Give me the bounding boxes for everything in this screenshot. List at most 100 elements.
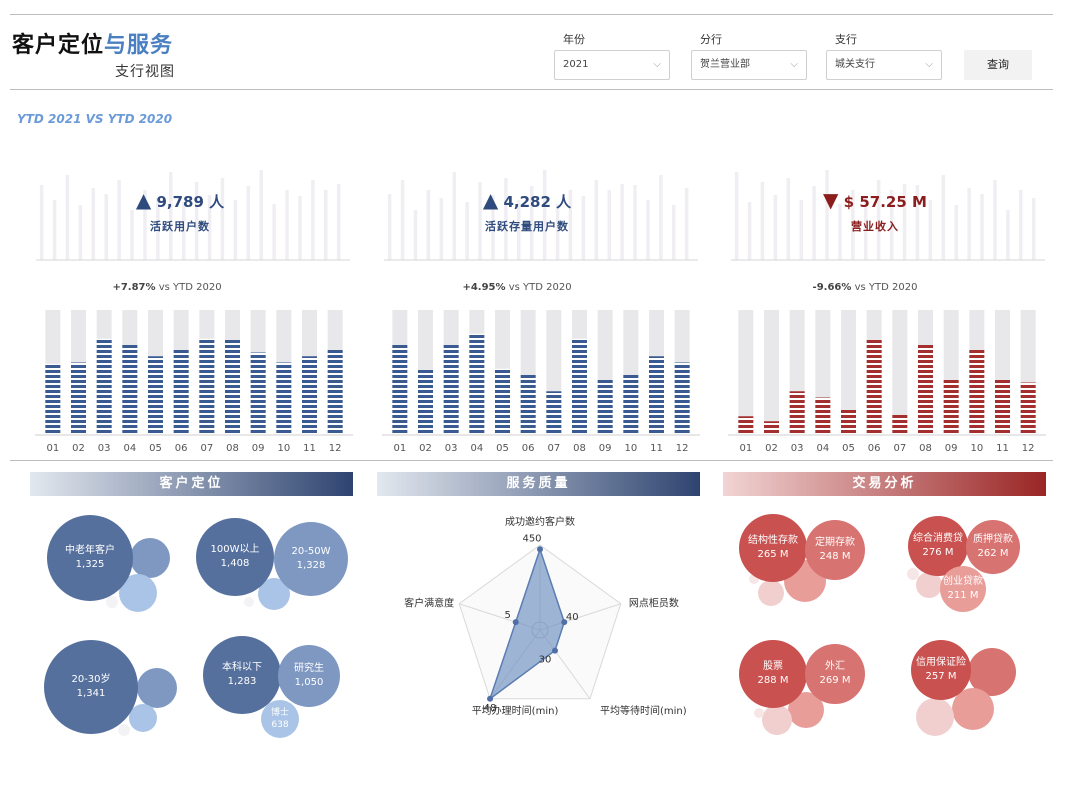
bar[interactable] <box>892 415 908 435</box>
bar[interactable] <box>866 340 882 435</box>
spark-bar <box>799 200 803 260</box>
bar[interactable] <box>738 416 754 435</box>
bubble-phd[interactable]: 博士 638 <box>261 700 299 738</box>
spark-bar <box>786 178 791 260</box>
month-tick-label: 12 <box>329 443 342 454</box>
bar[interactable] <box>815 397 831 436</box>
bar[interactable] <box>327 350 343 435</box>
branch-select[interactable]: 贺兰营业部 ⌵ <box>691 50 807 80</box>
bubble-20-50w[interactable]: 20-50W 1,328 <box>274 522 348 596</box>
spark-bar <box>607 190 611 260</box>
bar[interactable] <box>841 410 856 435</box>
bar[interactable] <box>546 391 562 435</box>
bar[interactable] <box>392 345 408 435</box>
bar[interactable] <box>469 333 485 435</box>
bar[interactable] <box>572 338 587 435</box>
spark-bar <box>915 185 920 260</box>
spark-bar <box>941 175 946 260</box>
spark-bar <box>426 190 431 260</box>
subbranch-select-value: 城关支行 <box>835 59 875 70</box>
bubble-value: 1,341 <box>76 688 106 699</box>
bar[interactable] <box>674 362 690 436</box>
bar[interactable] <box>969 350 985 435</box>
spark-bar <box>104 194 108 260</box>
bubble-label: 中老年客户 <box>65 545 115 556</box>
bar[interactable] <box>71 362 86 436</box>
bubble-label: 定期存款 <box>815 537 855 548</box>
bubble-structured-deposit[interactable]: 结构性存款 265 M <box>739 514 807 582</box>
bar[interactable] <box>122 345 138 435</box>
spark-bar <box>529 186 534 260</box>
section-service-quality: 服务质量 <box>377 472 700 496</box>
bar[interactable] <box>148 356 163 435</box>
ytd-title: YTD 2021 VS YTD 2020 <box>17 112 173 126</box>
spark-bar <box>864 196 868 260</box>
spark-bar <box>311 180 315 260</box>
bar[interactable] <box>276 362 292 436</box>
bubble-credit-insurance[interactable]: 信用保证险 257 M <box>911 640 971 700</box>
bar[interactable] <box>597 380 613 435</box>
bar[interactable] <box>302 356 317 435</box>
bubble-20-30[interactable]: 20-30岁 1,341 <box>44 640 138 734</box>
spark-bar <box>65 175 70 260</box>
branch-filter-label: 分行 <box>700 33 722 46</box>
spark-bar <box>928 200 933 260</box>
bubble-100w-plus[interactable]: 100W以上 1,408 <box>196 518 274 596</box>
spark-bar <box>117 180 121 260</box>
bar[interactable] <box>623 375 639 435</box>
radar-point[interactable] <box>551 647 558 654</box>
bar[interactable] <box>225 340 240 435</box>
bubble-middle-aged[interactable]: 中老年客户 1,325 <box>47 515 133 601</box>
spark-bar <box>387 194 392 260</box>
bar[interactable] <box>789 391 805 435</box>
triangle-up-icon: ▲ <box>135 188 152 212</box>
bar[interactable] <box>443 345 459 435</box>
month-tick-label: 06 <box>522 443 535 454</box>
radar-point[interactable] <box>561 619 568 626</box>
bubble-startup-loan[interactable]: 创业贷款 211 M <box>940 566 986 612</box>
spark-bar <box>156 198 160 260</box>
bubble-graduate[interactable]: 研究生 1,050 <box>278 645 340 707</box>
bar[interactable] <box>199 338 215 435</box>
month-tick-label: 07 <box>893 443 906 454</box>
bubble-below-bachelor[interactable]: 本科以下 1,283 <box>203 636 281 714</box>
bar[interactable] <box>520 375 536 435</box>
bar[interactable] <box>418 370 433 435</box>
radar-point[interactable] <box>512 619 519 626</box>
radar-point[interactable] <box>487 695 494 702</box>
spark-bar <box>825 170 829 260</box>
bubble-forex[interactable]: 外汇 269 M <box>805 644 865 704</box>
month-tick-label: 01 <box>739 443 752 454</box>
bubble-label: 质押贷款 <box>973 534 1013 545</box>
bubble-decor <box>916 572 942 598</box>
radar-axis-label: 平均等待时间(min) <box>600 704 687 717</box>
year-select[interactable]: 2021 ⌵ <box>554 50 670 80</box>
bar[interactable] <box>96 338 112 435</box>
bar[interactable] <box>943 380 959 435</box>
bar[interactable] <box>995 380 1010 435</box>
bubble-pledge-loan[interactable]: 质押贷款 262 M <box>966 520 1020 574</box>
bubble-stock[interactable]: 股票 288 M <box>739 640 807 708</box>
query-button[interactable]: 查询 <box>964 50 1032 80</box>
bubble-label: 信用保证险 <box>916 657 966 668</box>
month-tick-label: 07 <box>547 443 560 454</box>
bubble-decor <box>762 705 792 735</box>
bar[interactable] <box>173 350 189 435</box>
spark-bar <box>233 200 238 260</box>
spark-bar <box>581 196 586 260</box>
month-tick-label: 07 <box>200 443 213 454</box>
bar[interactable] <box>250 352 266 436</box>
bar[interactable] <box>649 356 664 435</box>
bar[interactable] <box>45 363 61 435</box>
radar-series[interactable] <box>488 546 566 701</box>
spark-bar <box>246 186 251 260</box>
bar[interactable] <box>764 421 779 435</box>
bubble-fixed-deposit[interactable]: 定期存款 248 M <box>805 520 865 580</box>
bar[interactable] <box>495 368 510 435</box>
bar[interactable] <box>1020 382 1036 436</box>
subbranch-select[interactable]: 城关支行 ⌵ <box>826 50 942 80</box>
radar-point[interactable] <box>537 546 543 553</box>
bar[interactable] <box>918 345 933 435</box>
spark-bar <box>954 205 958 260</box>
spark-bar <box>220 178 225 260</box>
